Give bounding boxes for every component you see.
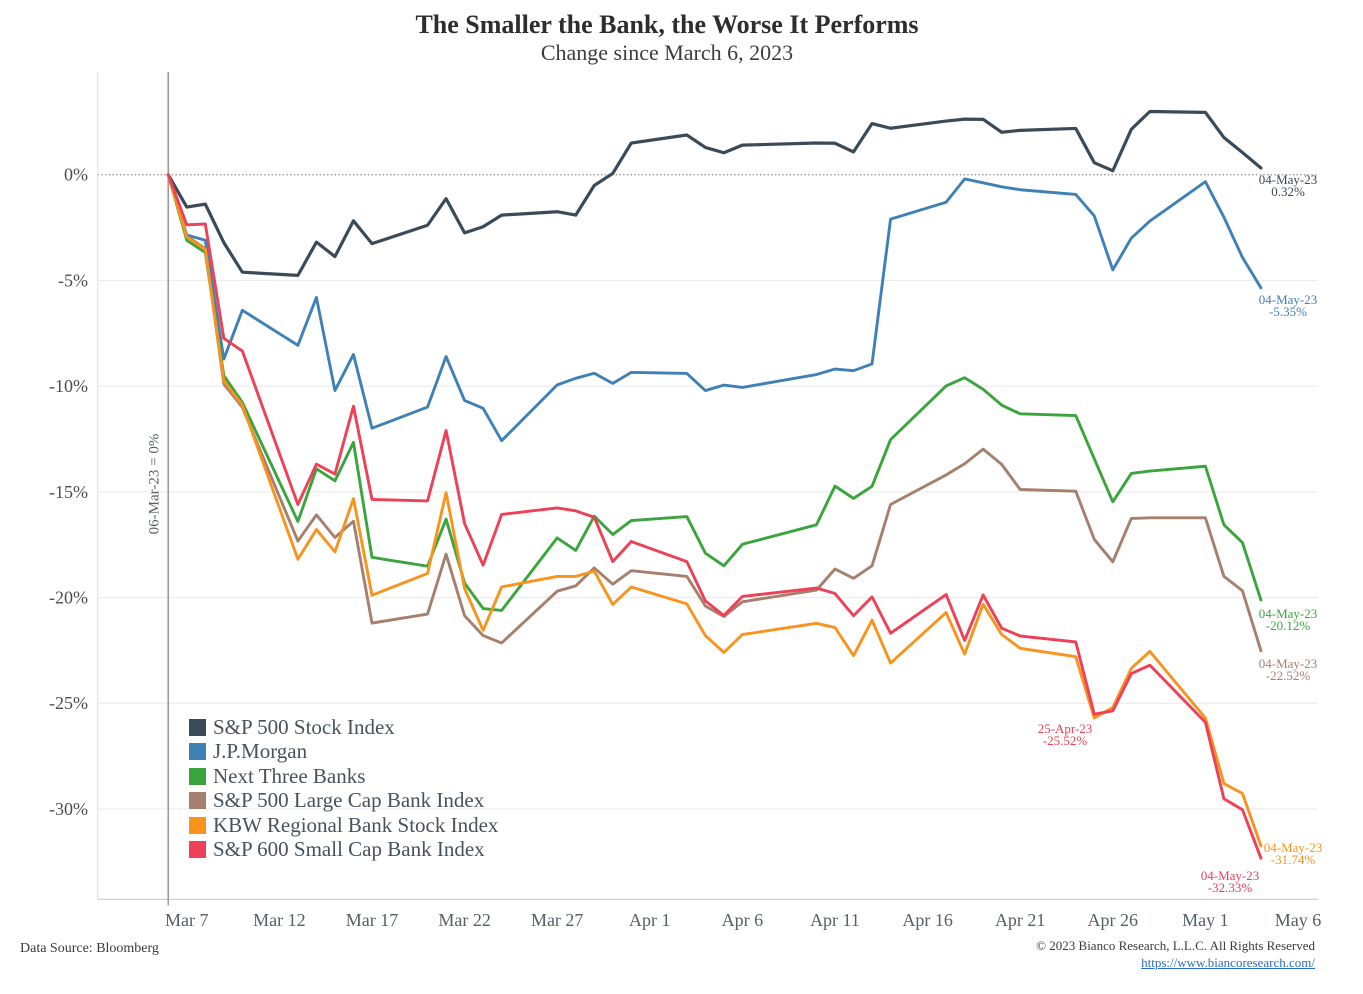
annotation-date: 04-May-23	[1259, 172, 1318, 187]
x-axis-label: Apr 1	[629, 910, 671, 930]
baseline-note: 06-Mar-23 = 0%	[147, 434, 163, 535]
series-line-j-p-morgan	[166, 173, 1263, 443]
x-axis-label: Mar 22	[438, 910, 491, 930]
annotation-date: 04-May-23	[1201, 868, 1260, 883]
x-axis-label: May 6	[1275, 910, 1322, 930]
legend-item: S&P 500 Large Cap Bank Index	[189, 788, 498, 814]
series-line-kbw-regional-bank-stock-index	[166, 173, 1263, 848]
y-axis-label: -20%	[49, 588, 88, 608]
x-axis-label: Apr 6	[722, 910, 764, 930]
x-axis-label: May 1	[1182, 910, 1229, 930]
x-axis-label: Mar 17	[346, 910, 399, 930]
x-axis-label: Mar 27	[531, 910, 584, 930]
legend-swatch	[189, 743, 206, 761]
annotation-date: 25-Apr-23	[1038, 721, 1093, 736]
legend-label: KBW Regional Bank Stock Index	[213, 812, 499, 837]
chart-subtitle: Change since March 6, 2023	[540, 40, 794, 65]
y-axis-label: -10%	[49, 376, 88, 396]
legend-item: KBW Regional Bank Stock Index	[189, 813, 498, 838]
annotation-date: 04-May-23	[1259, 606, 1318, 621]
series-line-s-p-500-large-cap-bank-index	[166, 173, 1263, 653]
legend-swatch	[189, 816, 206, 834]
chart-legend: S&P 500 Stock Index J.P.Morgan Next Three …	[189, 715, 498, 862]
annotation-value: -5.35%	[1269, 304, 1307, 319]
y-axis-label: -30%	[49, 799, 88, 819]
legend-swatch	[189, 767, 206, 785]
x-axis-label: Apr 21	[995, 910, 1046, 930]
legend-swatch	[189, 792, 206, 810]
y-axis-label: -25%	[49, 693, 88, 713]
annotation-value: -32.33%	[1208, 880, 1253, 895]
annotation-date: 04-May-23	[1259, 656, 1318, 671]
legend-label: S&P 600 Small Cap Bank Index	[213, 837, 485, 862]
series-line-s-p-600-small-cap-bank-index	[166, 173, 1263, 860]
legend-item: S&P 500 Stock Index	[189, 715, 498, 740]
y-axis-label: -15%	[49, 482, 88, 502]
copyright-text: © 2023 Bianco Research, L.L.C. All Right…	[1036, 938, 1315, 953]
legend-label: S&P 500 Stock Index	[213, 714, 395, 739]
website-link[interactable]: https://www.biancoresearch.com/	[1141, 955, 1315, 970]
x-axis-label: Mar 12	[253, 910, 306, 930]
y-axis-label: -5%	[58, 270, 88, 290]
legend-label: Next Three Banks	[213, 763, 366, 788]
x-axis-label: Apr 16	[902, 910, 953, 930]
legend-item: Next Three Banks	[189, 764, 498, 789]
x-axis-label: Apr 26	[1088, 910, 1139, 930]
x-axis-label: Mar 7	[165, 910, 209, 930]
series-line-s-p-500-stock-index	[166, 109, 1263, 277]
data-source-note: Data Source: Bloomberg	[20, 941, 159, 956]
chart-title: The Smaller the Bank, the Worse It Perfo…	[415, 10, 919, 39]
legend-label: J.P.Morgan	[213, 739, 308, 764]
legend-label: S&P 500 Large Cap Bank Index	[213, 788, 485, 813]
legend-swatch	[189, 718, 206, 736]
annotation-value: -22.52%	[1266, 668, 1311, 683]
legend-item: J.P.Morgan	[189, 739, 498, 765]
annotation-value: -20.12%	[1266, 618, 1311, 633]
annotation-value: -31.74%	[1271, 852, 1316, 867]
legend-swatch	[189, 841, 206, 859]
annotation-value: 0.32%	[1271, 184, 1305, 199]
annotation-date: 04-May-23	[1264, 840, 1323, 855]
x-axis-label: Apr 11	[810, 910, 860, 930]
y-axis-label: 0%	[64, 165, 88, 185]
annotation-value: -25.52%	[1043, 733, 1088, 748]
legend-item: S&P 600 Small Cap Bank Index	[189, 837, 498, 863]
footer-copyright: © 2023 Bianco Research, L.L.C. All Right…	[1036, 937, 1315, 971]
annotation-date: 04-May-23	[1259, 292, 1318, 307]
series-line-next-three-banks	[166, 173, 1263, 612]
